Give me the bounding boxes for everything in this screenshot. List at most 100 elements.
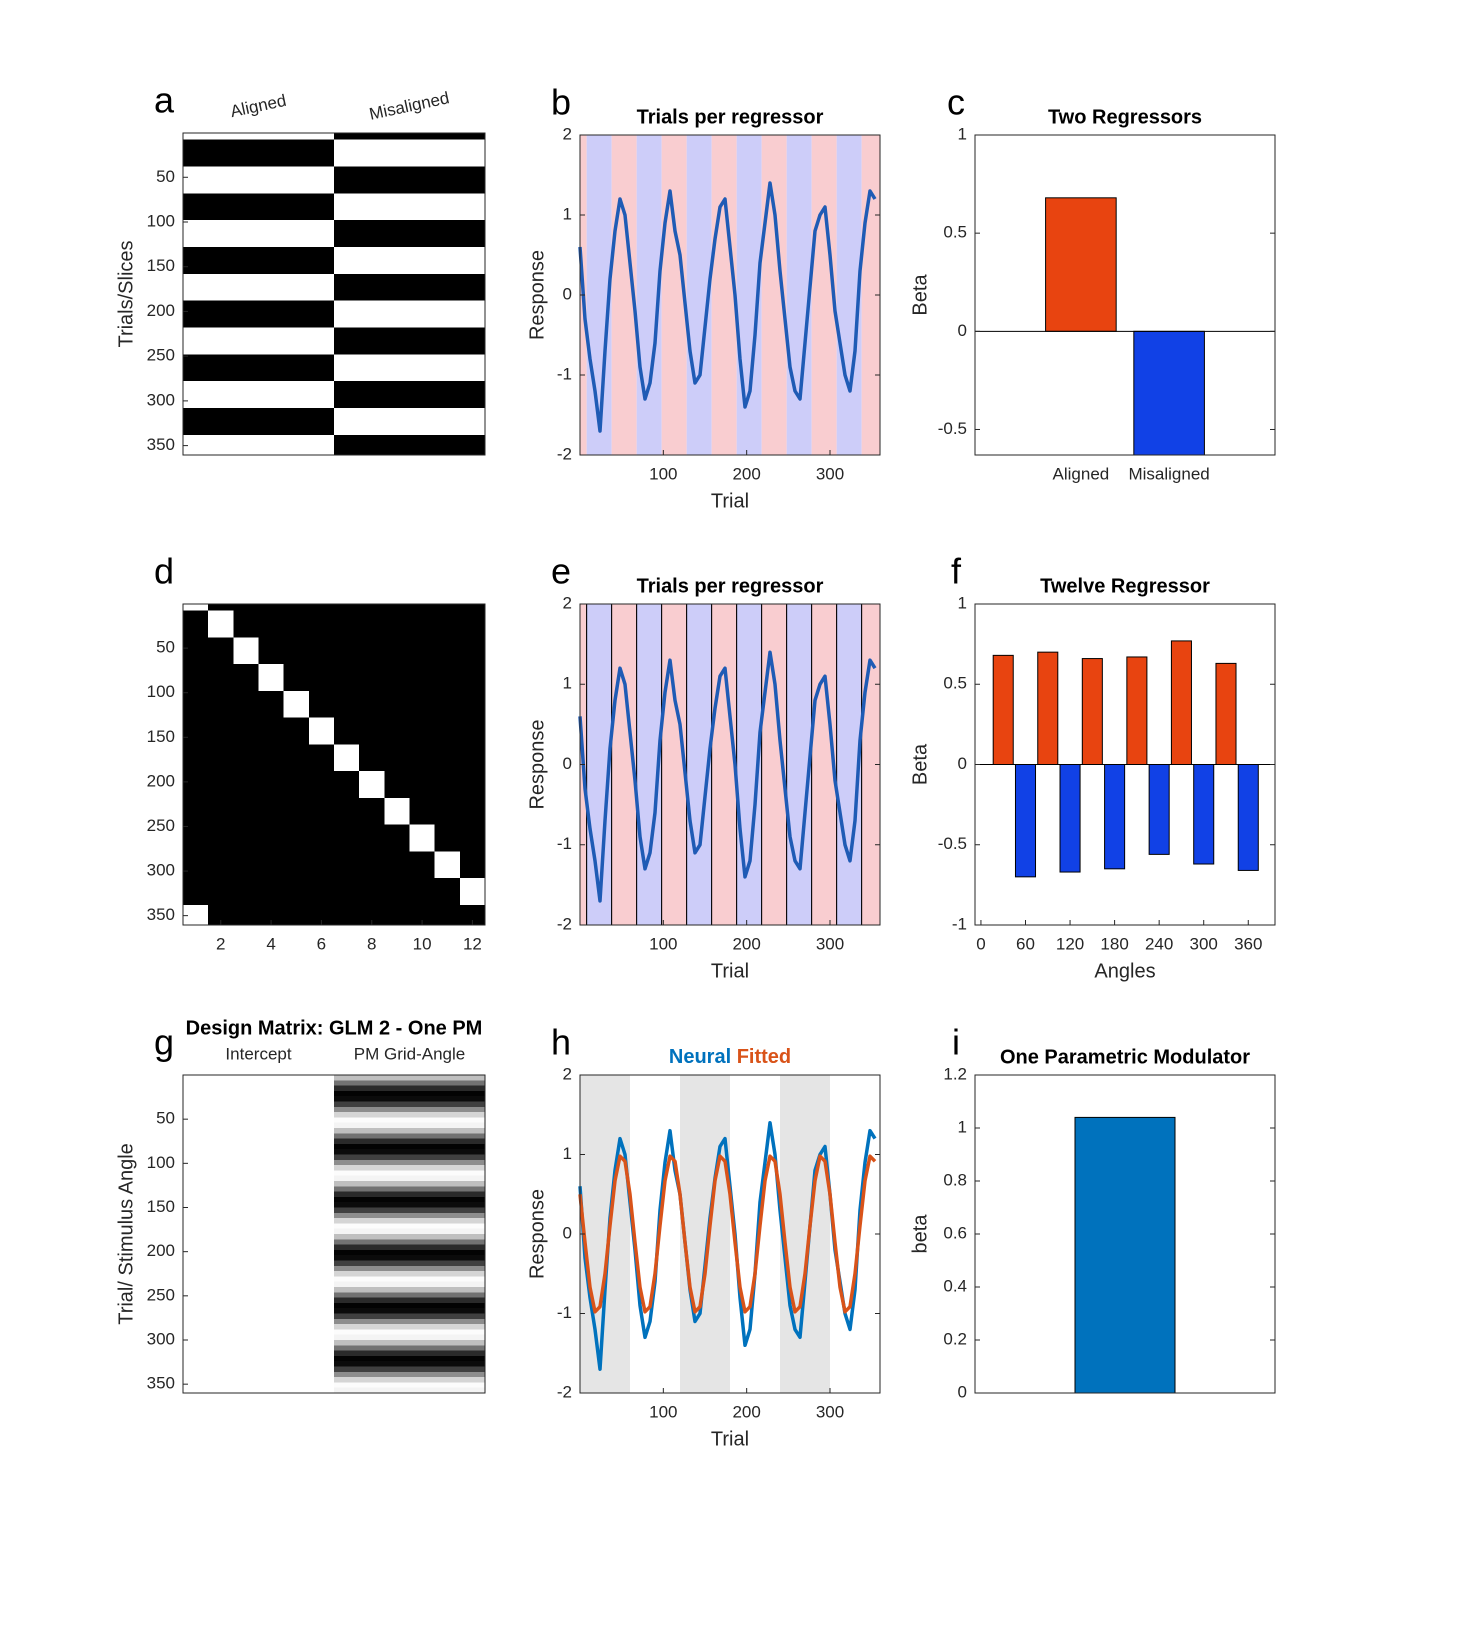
shaded-region xyxy=(680,1075,730,1393)
cell xyxy=(183,1340,334,1346)
y-tick-label: 0 xyxy=(563,284,572,303)
cell xyxy=(183,133,334,140)
cell xyxy=(334,1366,485,1372)
cell xyxy=(183,1287,334,1293)
cell xyxy=(183,1165,334,1171)
cell xyxy=(459,604,485,611)
cell xyxy=(334,1090,485,1097)
cell xyxy=(283,824,309,852)
axes-box xyxy=(182,603,486,926)
cell xyxy=(434,637,460,665)
cell xyxy=(283,717,309,745)
cell xyxy=(233,904,259,925)
cell xyxy=(334,354,485,382)
y-tick-label: 2 xyxy=(563,124,572,143)
cell xyxy=(183,664,209,691)
cell xyxy=(308,771,334,798)
cell xyxy=(183,851,209,879)
cell xyxy=(208,851,234,879)
y-tick-label: 2 xyxy=(563,593,572,612)
cell xyxy=(183,1355,334,1362)
cell xyxy=(384,797,410,825)
y-axis-label: Response xyxy=(526,719,548,809)
panel-label: g xyxy=(154,1022,174,1063)
cell xyxy=(334,300,485,328)
y-tick-label: 350 xyxy=(147,905,175,924)
cell xyxy=(334,1281,485,1287)
cell xyxy=(258,610,284,638)
x-tick-label: Aligned xyxy=(1053,464,1110,483)
cell xyxy=(459,824,485,852)
cell xyxy=(434,717,460,745)
y-tick-label: -2 xyxy=(557,444,572,463)
y-tick-label: -0.5 xyxy=(938,834,967,853)
cell xyxy=(183,1122,334,1128)
cell xyxy=(183,381,334,409)
cell xyxy=(183,1170,334,1176)
y-tick-label: -1 xyxy=(557,1303,572,1322)
cell xyxy=(384,664,410,691)
cell xyxy=(334,717,360,745)
y-tick-label: 0.4 xyxy=(943,1276,967,1295)
axes-box xyxy=(182,1074,486,1394)
cell xyxy=(183,1350,334,1356)
y-tick-label: 0.2 xyxy=(943,1329,967,1348)
cell xyxy=(308,604,334,611)
y-axis-label: Trial/ Stimulus Angle xyxy=(115,1143,137,1325)
column-label: PM Grid-Angle xyxy=(354,1044,465,1063)
cell xyxy=(233,744,259,772)
cell xyxy=(258,771,284,798)
cell xyxy=(459,610,485,638)
cell xyxy=(384,851,410,879)
cell xyxy=(334,1112,485,1118)
x-tick-label: 360 xyxy=(1234,934,1262,953)
cell xyxy=(409,824,435,852)
cell xyxy=(334,1271,485,1277)
band xyxy=(711,603,738,926)
x-tick-label: 200 xyxy=(732,464,760,483)
cell xyxy=(183,1212,334,1219)
cell xyxy=(233,797,259,825)
axes-box xyxy=(974,134,1276,456)
cell xyxy=(183,220,334,248)
y-tick-label: 300 xyxy=(147,1329,175,1348)
x-tick-label: 6 xyxy=(317,934,326,953)
cell xyxy=(359,878,385,905)
cell xyxy=(183,1260,334,1266)
y-axis-label: Trials/Slices xyxy=(115,240,137,347)
panel: Intercept PM Grid-Angle 50 100 150 200 250 300 3… xyxy=(115,1017,486,1394)
cell xyxy=(334,824,360,852)
panel-label: a xyxy=(154,80,175,121)
cell xyxy=(183,1276,334,1282)
cell xyxy=(334,604,360,611)
y-tick-label: 50 xyxy=(156,167,175,186)
bar xyxy=(1037,651,1059,766)
cell xyxy=(283,690,309,718)
cell xyxy=(434,744,460,772)
y-tick-label: 1 xyxy=(563,1144,572,1163)
cell xyxy=(183,1244,334,1250)
x-tick-label: 100 xyxy=(649,934,677,953)
bar xyxy=(1014,764,1037,878)
cell xyxy=(183,1128,334,1134)
y-tick-label: -2 xyxy=(557,914,572,933)
cell xyxy=(334,1345,485,1351)
cell xyxy=(359,797,385,825)
y-tick-label: 250 xyxy=(147,816,175,835)
cell xyxy=(308,904,334,925)
cell xyxy=(434,771,460,798)
cell xyxy=(183,637,209,665)
cell xyxy=(334,273,485,301)
cell xyxy=(233,610,259,638)
cell xyxy=(308,878,334,905)
cell xyxy=(308,610,334,638)
panel-label: e xyxy=(551,551,571,592)
chart-title: Design Matrix: GLM 2 - One PM xyxy=(186,1017,483,1039)
panel-label: f xyxy=(951,551,962,592)
x-axis-label: Trial xyxy=(711,1428,749,1450)
bar xyxy=(1170,640,1192,765)
cell xyxy=(334,381,485,409)
cell xyxy=(283,664,309,691)
y-tick-label: 0 xyxy=(563,1223,572,1242)
cell xyxy=(233,824,259,852)
